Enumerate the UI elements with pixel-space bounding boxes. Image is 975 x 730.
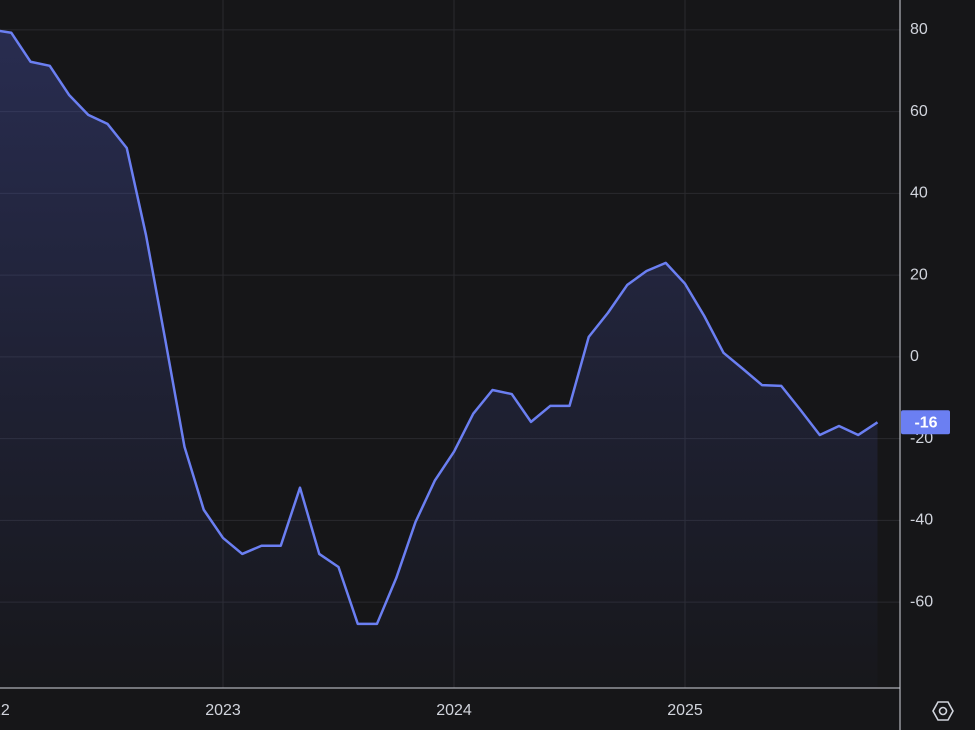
x-tick-label: 2024 — [436, 702, 472, 719]
settings-icon[interactable] — [932, 701, 954, 721]
line — [0, 29, 879, 626]
y-tick-label: -40 — [910, 512, 933, 529]
y-tick-label: 40 — [910, 185, 928, 202]
area-fill — [0, 31, 878, 688]
last-value-badge — [901, 410, 950, 435]
plot-area — [0, 29, 879, 688]
y-tick-label: 20 — [910, 266, 928, 283]
axes: -60-40-200204060802022202320242025-16 — [0, 21, 950, 719]
x-tick-label: 2025 — [667, 702, 703, 719]
x-tick-label: 2022 — [0, 702, 10, 719]
y-tick-label: -60 — [910, 593, 933, 610]
y-tick-label: 0 — [910, 348, 919, 365]
y-tick-label: 80 — [910, 21, 928, 38]
x-tick-label: 2023 — [205, 702, 241, 719]
y-tick-label: 60 — [910, 103, 928, 120]
last-value-label: -16 — [914, 415, 937, 432]
